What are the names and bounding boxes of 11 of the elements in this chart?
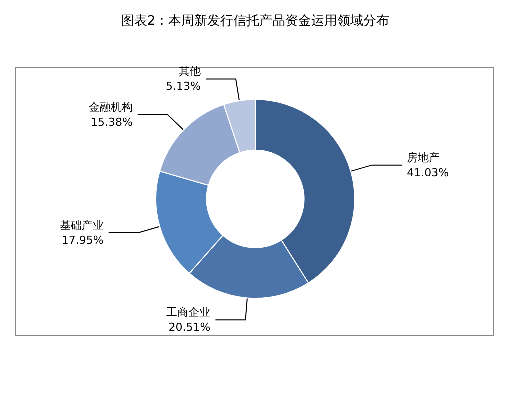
slice-label: 工商企业	[166, 306, 211, 320]
slice-label: 基础产业	[60, 218, 104, 232]
data-label: 41.03%	[407, 166, 450, 180]
chart-title: 图表2：本周新发行信托产品资金运用领域分布	[121, 14, 390, 29]
slice-label: 其他	[179, 65, 202, 78]
data-label: 15.38%	[90, 116, 133, 129]
slice-label: 金融机构	[88, 100, 133, 114]
data-label: 5.13%	[166, 80, 202, 94]
data-label: 20.51%	[168, 321, 211, 334]
data-label: 17.95%	[62, 234, 104, 247]
slice-label: 房地产	[407, 151, 440, 164]
